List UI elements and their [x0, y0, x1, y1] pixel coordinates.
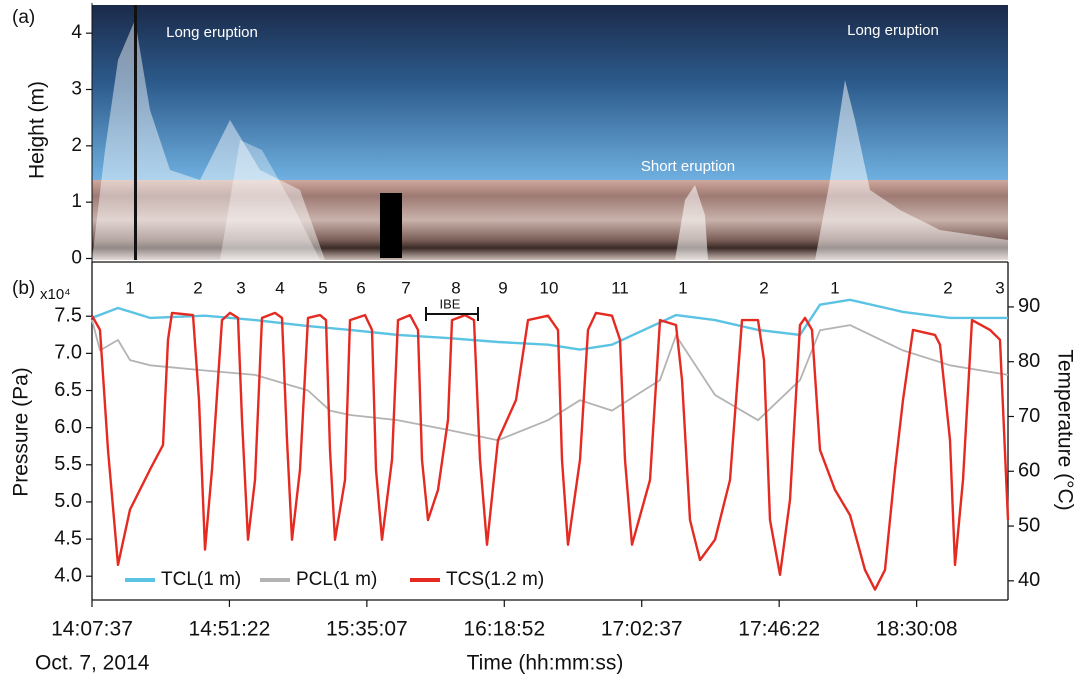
cycle-label: 9 — [498, 278, 507, 297]
eruption-label: Long eruption — [166, 24, 258, 41]
y-multiplier: x10⁴ — [40, 286, 71, 303]
y2-axis-label: Temperature (°C) — [1053, 349, 1076, 510]
cycle-label: 5 — [318, 278, 327, 297]
cycle-label: 1 — [678, 278, 687, 297]
y-axis-label: Pressure (Pa) — [10, 367, 33, 497]
legend-label: TCL(1 m) — [161, 569, 241, 590]
y-axis-label: Height (m) — [26, 81, 49, 179]
cycle-label: 2 — [759, 278, 768, 297]
x-axis-label: Time (hh:mm:ss) — [467, 652, 624, 675]
y2-tick-label: 80 — [1018, 350, 1040, 372]
x-tick-label: 16:18:52 — [463, 618, 545, 641]
cycle-label: 6 — [356, 278, 365, 297]
x-tick-label: 15:35:07 — [326, 618, 408, 641]
date-label: Oct. 7, 2014 — [35, 652, 150, 675]
eruption-label: Long eruption — [847, 22, 939, 39]
cycle-label: 7 — [401, 278, 410, 297]
y2-tick-label: 70 — [1018, 405, 1040, 427]
cycle-label: 2 — [943, 278, 952, 297]
cycle-label: 1 — [830, 278, 839, 297]
x-tick-label: 17:46:22 — [738, 618, 820, 641]
eruption-label: Short eruption — [641, 158, 735, 175]
panel-label: (b) — [12, 278, 35, 299]
y2-tick-label: 90 — [1018, 295, 1040, 317]
cycle-label: 11 — [611, 278, 629, 297]
y-tick-label: 4.5 — [54, 527, 82, 549]
y2-tick-label: 40 — [1018, 569, 1040, 591]
cycle-label: 4 — [275, 278, 284, 297]
cycle-label: 3 — [995, 278, 1004, 297]
x-tick-label: 17:02:37 — [601, 618, 683, 641]
series-line — [91, 298, 1008, 351]
series-line — [91, 319, 1009, 442]
y-tick-label: 6.5 — [54, 379, 82, 401]
y2-tick-label: 50 — [1018, 514, 1040, 536]
y-tick-label: 5.5 — [54, 453, 82, 475]
cycle-label: 3 — [236, 278, 245, 297]
cycle-label: 2 — [193, 278, 202, 297]
series-line — [90, 311, 1010, 591]
y-tick-label: 6.0 — [54, 416, 82, 438]
y-tick-label: 2 — [71, 135, 82, 156]
y-tick-label: 5.0 — [54, 490, 82, 512]
y-tick-label: 3 — [71, 79, 82, 100]
y-tick-label: 7.5 — [54, 305, 82, 327]
x-tick-label: 18:30:08 — [876, 618, 958, 641]
y-tick-label: 4 — [71, 22, 82, 43]
panel-label: (a) — [12, 7, 35, 28]
y-tick-label: 1 — [71, 191, 82, 212]
cycle-label: 8 — [451, 278, 460, 297]
y-tick-label: 7.0 — [54, 342, 82, 364]
x-tick-label: 14:51:22 — [189, 618, 271, 641]
cycle-label: 1 — [125, 278, 134, 297]
legend-label: TCS(1.2 m) — [446, 569, 544, 590]
panel-a-image — [92, 5, 1008, 260]
cycle-label: 10 — [540, 278, 559, 297]
interval-label: IBE — [440, 296, 461, 311]
y-tick-label: 4.0 — [54, 565, 82, 587]
legend-label: PCL(1 m) — [296, 569, 377, 590]
y-tick-label: 0 — [71, 248, 82, 269]
x-tick-label: 14:07:37 — [51, 618, 133, 641]
y2-tick-label: 60 — [1018, 460, 1040, 482]
